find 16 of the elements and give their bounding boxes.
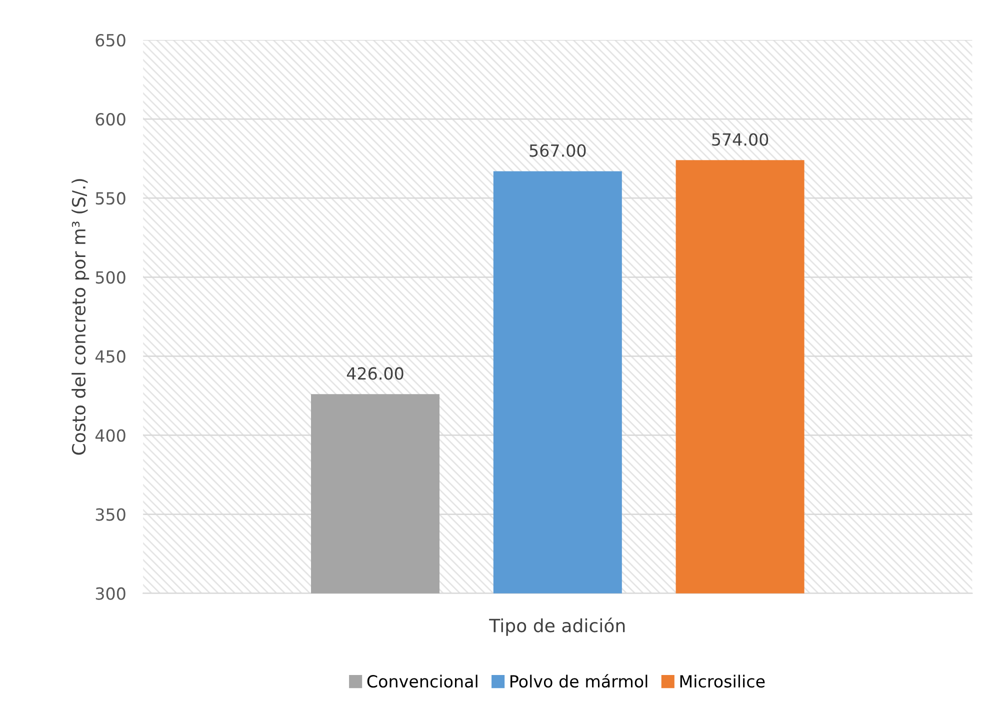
- legend-label: Polvo de mármol: [510, 674, 648, 688]
- y-axis-title: Costo del concreto por m³ (S/.): [72, 179, 90, 455]
- legend-label: Convencional: [367, 674, 478, 688]
- legend-label: Microsilice: [680, 674, 765, 688]
- y-tick-label: 350: [96, 508, 126, 521]
- y-tick-label: 600: [96, 112, 126, 126]
- y-tick-label: 500: [96, 271, 126, 284]
- y-tick-label: 450: [95, 350, 126, 363]
- x-axis-title: Tipo de adición: [489, 618, 625, 636]
- y-tick-label: 550: [96, 192, 126, 205]
- data-label: 426.00: [346, 367, 404, 380]
- y-tick-label: 400: [95, 429, 126, 442]
- y-tick-label: 650: [96, 34, 126, 47]
- data-label: 574.00: [712, 133, 768, 146]
- y-tick-label: 300: [96, 587, 126, 600]
- data-label: 567.00: [530, 144, 586, 157]
